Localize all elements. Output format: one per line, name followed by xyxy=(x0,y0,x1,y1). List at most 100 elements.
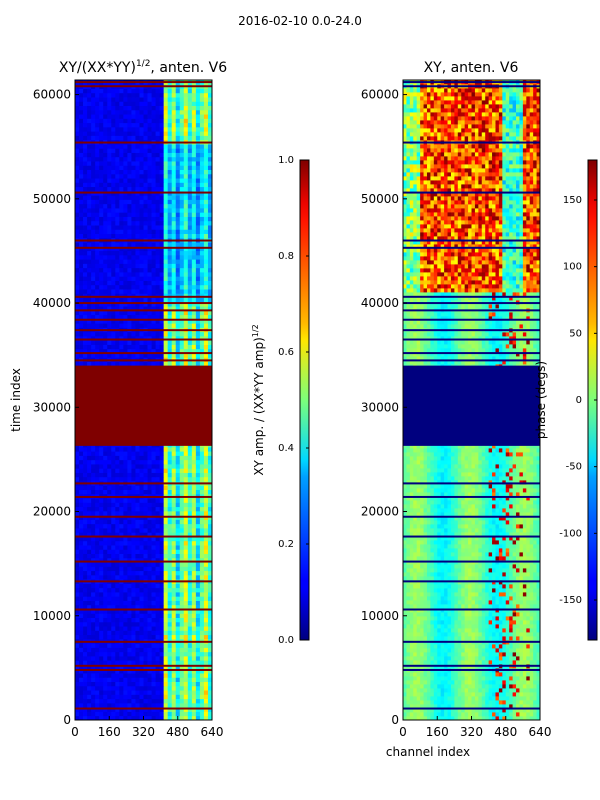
amplitude-heatmap-cell xyxy=(115,643,120,648)
amplitude-heatmap-cell xyxy=(163,545,169,550)
amplitude-heatmap-cell xyxy=(79,519,84,525)
amplitude-heatmap-cell xyxy=(135,613,140,618)
amplitude-heatmap-cell xyxy=(107,152,112,158)
amplitude-heatmap-cell xyxy=(135,621,140,627)
amplitude-heatmap-cell xyxy=(135,148,140,153)
amplitude-heatmap-cell xyxy=(99,293,104,298)
amplitude-heatmap-cell xyxy=(135,92,140,98)
amplitude-heatmap-cell xyxy=(199,144,205,149)
amplitude-heatmap-cell xyxy=(91,225,96,230)
amplitude-heatmap-cell xyxy=(207,609,213,614)
amplitude-heatmap-cell xyxy=(207,459,213,465)
amplitude-heatmap-cell xyxy=(87,233,92,239)
amplitude-heatmap-cell xyxy=(143,702,148,708)
amplitude-heatmap-cell xyxy=(147,532,152,537)
amplitude-heatmap-cell xyxy=(139,220,144,226)
amplitude-heatmap-cell xyxy=(87,105,92,111)
amplitude-heatmap-cell xyxy=(163,336,169,341)
amplitude-heatmap-cell xyxy=(107,259,112,264)
amplitude-heatmap-cell xyxy=(199,707,205,712)
amplitude-heatmap-cell xyxy=(119,528,124,533)
amplitude-heatmap-cell xyxy=(131,643,136,648)
amplitude-heatmap-cell xyxy=(147,464,152,469)
amplitude-heatmap-cell xyxy=(175,254,181,260)
amplitude-heatmap-cell xyxy=(187,698,193,704)
amplitude-heatmap-cell xyxy=(175,97,181,102)
amplitude-heatmap-cell xyxy=(163,348,169,354)
amplitude-heatmap-cell xyxy=(75,301,80,307)
amplitude-heatmap-cell xyxy=(95,570,100,576)
amplitude-heatmap-cell xyxy=(99,195,104,200)
amplitude-heatmap-cell xyxy=(135,131,140,136)
amplitude-heatmap-cell xyxy=(91,468,96,473)
amplitude-heatmap-cell xyxy=(103,148,108,153)
amplitude-heatmap-cell xyxy=(171,681,177,687)
amplitude-heatmap-cell xyxy=(95,502,100,508)
amplitude-heatmap-cell xyxy=(199,489,205,495)
amplitude-heatmap-cell xyxy=(83,677,88,682)
amplitude-heatmap-cell xyxy=(115,126,120,132)
amplitude-heatmap-cell xyxy=(91,203,96,209)
amplitude-heatmap-cell xyxy=(199,161,205,166)
amplitude-heatmap-cell xyxy=(111,105,116,111)
amplitude-heatmap-cell xyxy=(203,323,209,328)
amplitude-heatmap-cell xyxy=(123,489,128,495)
amplitude-heatmap-cell xyxy=(187,254,193,260)
amplitude-heatmap-cell xyxy=(123,553,128,559)
amplitude-heatmap-cell xyxy=(115,647,120,653)
amplitude-heatmap-cell xyxy=(103,609,108,614)
amplitude-heatmap-cell xyxy=(171,574,177,580)
amplitude-heatmap-cell xyxy=(95,178,100,183)
amplitude-heatmap-cell xyxy=(135,242,140,247)
amplitude-heatmap-cell xyxy=(163,626,169,631)
amplitude-heatmap-cell xyxy=(79,668,84,674)
amplitude-heatmap-cell xyxy=(87,502,92,508)
amplitude-heatmap-cell xyxy=(159,114,165,119)
amplitude-heatmap-cell xyxy=(191,101,197,106)
amplitude-heatmap-cell xyxy=(143,468,148,473)
amplitude-heatmap-cell xyxy=(147,643,152,648)
amplitude-heatmap-cell xyxy=(159,617,165,623)
amplitude-heatmap-cell xyxy=(163,161,169,166)
amplitude-heatmap-cell xyxy=(147,254,152,260)
amplitude-heatmap-cell xyxy=(95,195,100,200)
amplitude-heatmap-cell xyxy=(127,297,132,303)
amplitude-heatmap-cell xyxy=(207,600,213,606)
amplitude-heatmap-cell xyxy=(171,101,177,106)
amplitude-heatmap-cell xyxy=(131,203,136,209)
amplitude-heatmap-cell xyxy=(139,314,144,320)
amplitude-heatmap-cell xyxy=(111,242,116,247)
amplitude-heatmap-cell xyxy=(79,464,84,469)
amplitude-heatmap-cell xyxy=(199,272,205,277)
amplitude-heatmap-cell xyxy=(195,276,201,281)
amplitude-heatmap-cell xyxy=(195,203,201,209)
amplitude-heatmap-cell xyxy=(103,212,108,217)
amplitude-heatmap-cell xyxy=(79,455,84,461)
amplitude-heatmap-cell xyxy=(83,229,88,234)
amplitude-heatmap-cell xyxy=(87,310,92,316)
amplitude-heatmap-cell xyxy=(131,156,136,162)
amplitude-heatmap-cell xyxy=(143,587,148,593)
amplitude-heatmap-cell xyxy=(111,690,116,695)
amplitude-heatmap-cell xyxy=(207,498,213,503)
amplitude-heatmap-cell xyxy=(163,596,169,601)
amplitude-heatmap-cell xyxy=(119,203,124,209)
amplitude-heatmap-cell xyxy=(195,643,201,648)
amplitude-heatmap-cell xyxy=(143,310,148,316)
amplitude-heatmap-cell xyxy=(135,199,140,205)
amplitude-heatmap-cell xyxy=(119,254,124,260)
amplitude-heatmap-cell xyxy=(99,651,104,657)
amplitude-heatmap-cell xyxy=(83,169,88,175)
amplitude-heatmap-cell xyxy=(107,587,112,593)
amplitude-heatmap-cell xyxy=(123,604,128,610)
amplitude-heatmap-cell xyxy=(163,668,169,674)
amplitude-heatmap-cell xyxy=(183,519,189,525)
amplitude-heatmap-cell xyxy=(151,690,156,695)
amplitude-heatmap-cell xyxy=(207,276,213,281)
amplitude-heatmap-cell xyxy=(171,613,177,618)
amplitude-heatmap-cell xyxy=(131,199,136,205)
amplitude-heatmap-cell xyxy=(83,506,88,512)
amplitude-heatmap-cell xyxy=(115,233,120,239)
amplitude-heatmap-cell xyxy=(143,485,148,490)
amplitude-heatmap-cell xyxy=(131,344,136,350)
